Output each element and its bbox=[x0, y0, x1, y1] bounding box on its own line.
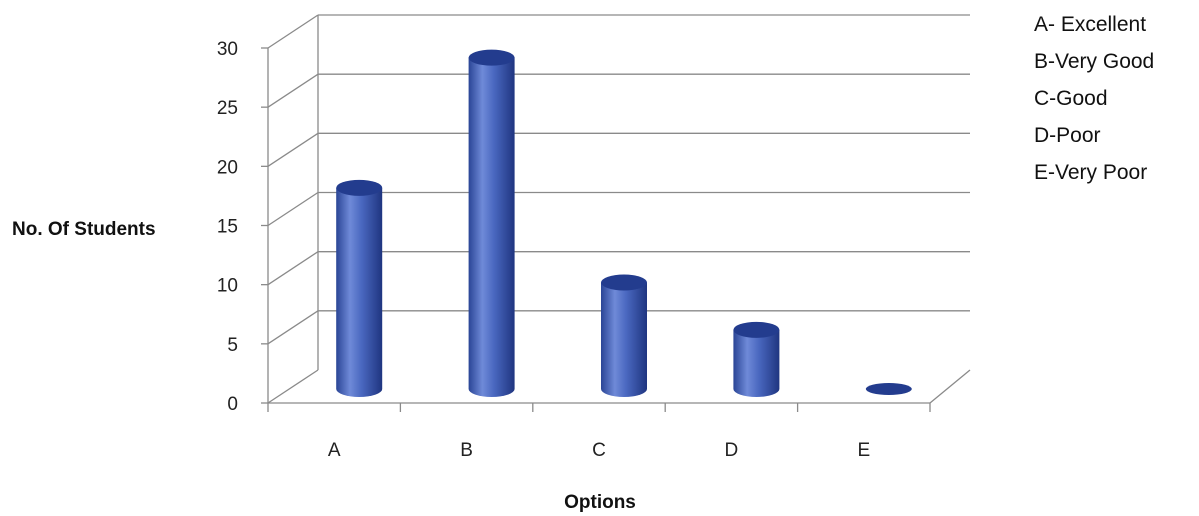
x-tick-label-B: B bbox=[460, 440, 473, 461]
bar-D bbox=[733, 321, 780, 397]
wall-line-25 bbox=[267, 73, 319, 108]
y-tick-label: 20 bbox=[217, 157, 238, 178]
bar-body bbox=[468, 57, 515, 398]
bar-top bbox=[468, 49, 515, 66]
wall-line-30 bbox=[267, 14, 319, 49]
bar-top bbox=[601, 274, 647, 291]
y-tick-label: 25 bbox=[217, 98, 238, 119]
x-tick-label-A: A bbox=[328, 440, 341, 461]
bar-top bbox=[336, 179, 383, 196]
y-tick-label: 5 bbox=[227, 335, 238, 356]
bars bbox=[336, 49, 912, 398]
bar-body bbox=[733, 329, 780, 397]
wall-line-0 bbox=[267, 369, 319, 404]
x-tick-label-D: D bbox=[725, 440, 739, 461]
bar-body bbox=[601, 282, 647, 397]
wall-line-20 bbox=[267, 132, 319, 167]
y-tick-label: 10 bbox=[217, 276, 238, 297]
axes bbox=[261, 15, 971, 412]
wall-line-5 bbox=[267, 310, 319, 345]
y-axis-label: No. Of Students bbox=[12, 219, 156, 240]
x-tick-labels: A B C D E bbox=[328, 440, 870, 461]
bar-A bbox=[336, 179, 383, 397]
bar-body bbox=[336, 187, 383, 397]
gridlines bbox=[267, 14, 970, 404]
bar-top bbox=[733, 321, 780, 338]
y-tick-labels: 0 5 10 15 20 25 30 bbox=[217, 39, 238, 415]
bar-B bbox=[468, 49, 515, 398]
legend: A- Excellent B-Very Good C-Good D-Poor E-Ver… bbox=[1034, 13, 1154, 184]
bar-top bbox=[865, 383, 912, 395]
x-tick-label-E: E bbox=[857, 440, 870, 461]
y-tick-label: 15 bbox=[217, 217, 238, 238]
legend-entry: C-Good bbox=[1034, 87, 1108, 110]
wall-line-10 bbox=[267, 251, 319, 286]
bar-E bbox=[865, 383, 912, 395]
x-tick-label-C: C bbox=[592, 440, 606, 461]
x-axis-label: Options bbox=[564, 492, 636, 513]
legend-entry: D-Poor bbox=[1034, 124, 1101, 147]
y-tick-label: 30 bbox=[217, 39, 238, 60]
wall-line-15 bbox=[267, 191, 319, 227]
legend-entry: A- Excellent bbox=[1034, 13, 1146, 36]
y-tick-label: 0 bbox=[227, 394, 238, 415]
legend-entry: B-Very Good bbox=[1034, 50, 1154, 73]
bar-C bbox=[601, 274, 647, 397]
floor-right-edge bbox=[929, 369, 971, 404]
legend-entry: E-Very Poor bbox=[1034, 161, 1147, 184]
